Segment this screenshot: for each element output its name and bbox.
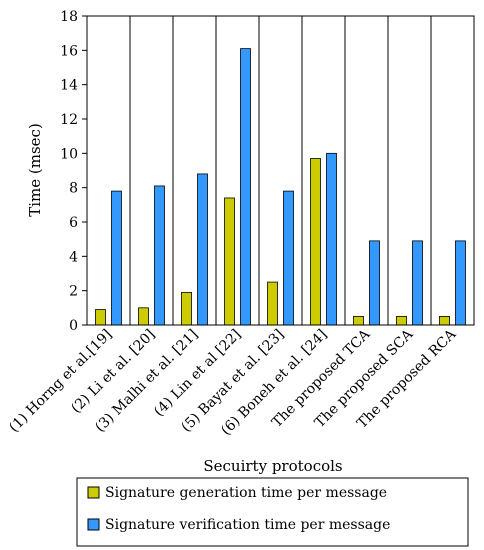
x-axis-title: Secuirty protocols xyxy=(203,457,342,475)
y-tick-label: 0 xyxy=(69,318,78,334)
x-tick-labels: (1) Horng et al.[19](2) Li et al. [20](3… xyxy=(6,326,460,439)
y-tick-labels: 0 2 4 6 8 10 12 14 16 18 xyxy=(60,9,78,334)
bar-verification xyxy=(197,173,208,326)
plot-frame xyxy=(86,15,475,326)
bar-generation xyxy=(224,197,235,326)
y-tick-label: 4 xyxy=(69,249,78,265)
y-tick-label: 18 xyxy=(60,9,78,25)
bars-layer xyxy=(95,48,466,326)
bar-verification xyxy=(240,48,251,326)
bar-generation xyxy=(95,309,106,326)
legend-swatch-verification xyxy=(87,518,100,531)
bar-generation xyxy=(439,316,450,326)
bar-generation xyxy=(310,158,321,326)
bar-generation xyxy=(138,307,149,326)
axis-layer xyxy=(82,15,475,326)
y-tick-label: 10 xyxy=(60,146,78,162)
legend-label-generation: Signature generation time per message xyxy=(105,485,387,501)
grid-layer xyxy=(129,16,432,325)
bar-verification xyxy=(412,240,423,326)
bar-verification xyxy=(455,240,466,326)
bar-verification xyxy=(369,240,380,326)
legend-swatch-generation xyxy=(87,486,100,499)
y-tick-label: 14 xyxy=(60,78,78,94)
bar-verification xyxy=(111,190,122,326)
y-axis-title: Time (msec) xyxy=(26,123,44,217)
y-tick-label: 6 xyxy=(69,215,78,231)
bar-verification xyxy=(283,190,294,326)
bar-verification xyxy=(154,185,165,326)
bar-generation xyxy=(267,281,278,326)
y-tick-label: 16 xyxy=(60,43,78,59)
bar-verification xyxy=(326,152,337,326)
legend-label-verification: Signature verification time per message xyxy=(105,517,390,533)
bar-generation xyxy=(396,316,407,326)
bar-generation xyxy=(353,316,364,326)
y-tick-label: 12 xyxy=(60,112,78,128)
bar-generation xyxy=(181,291,192,326)
legend-frame xyxy=(76,477,469,547)
y-tick-label: 2 xyxy=(69,284,78,300)
legend: Signature generation time per message Si… xyxy=(76,477,469,547)
y-tick-label: 8 xyxy=(69,181,78,197)
